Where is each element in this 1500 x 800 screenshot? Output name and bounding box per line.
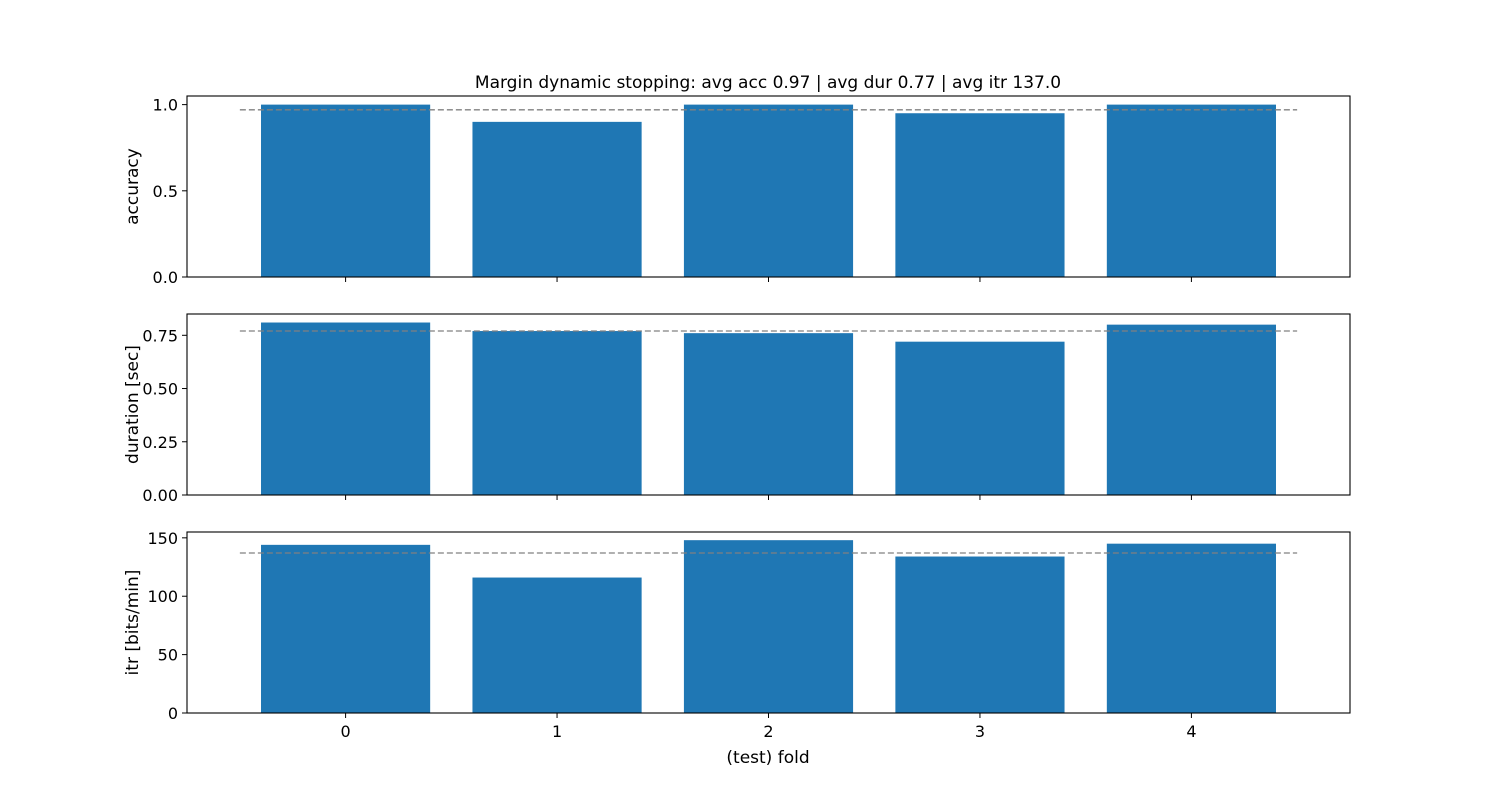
subplot-0: 0.0 0.5 1.0 accuracy (123, 95, 1351, 287)
y-tick-label: 1.0 (153, 96, 178, 115)
subplot-2: 0 50 100 150 itr [bits/min] 0 1 2 3 4 (123, 529, 1351, 741)
x-tick-label: 0 (340, 722, 350, 741)
bar-fold-2 (683, 104, 854, 277)
y-axis-label: accuracy (123, 148, 143, 225)
bar-fold-1 (472, 577, 642, 713)
bar-fold-1 (472, 331, 642, 495)
y-tick-label: 50 (158, 646, 178, 665)
y-tick-label: 0.5 (153, 182, 178, 201)
x-axis-label: (test) fold (726, 748, 809, 768)
x-tick-label: 1 (552, 722, 562, 741)
x-tick-label: 3 (975, 722, 985, 741)
x-tick-label: 2 (763, 722, 773, 741)
y-tick-label: 100 (147, 587, 178, 606)
y-tick-label: 0.75 (142, 326, 178, 345)
bar-fold-2 (683, 333, 854, 495)
y-tick-label: 150 (147, 529, 178, 548)
y-tick-label: 0.00 (142, 486, 178, 505)
y-tick-label: 0 (168, 704, 178, 723)
bar-fold-2 (683, 540, 854, 713)
bar-fold-0 (261, 104, 431, 277)
y-axis-label: duration [sec] (123, 345, 143, 464)
bar-fold-0 (261, 544, 431, 713)
bar-fold-3 (895, 113, 1065, 277)
bar-fold-3 (895, 556, 1065, 713)
x-tick-label: 4 (1186, 722, 1196, 741)
bar-fold-3 (895, 341, 1065, 495)
subplots-container: 0.0 0.5 1.0 accuracy 0.00 0.25 0.50 0.75duratio… (123, 95, 1351, 741)
bar-fold-1 (472, 121, 642, 277)
y-tick-label: 0.50 (142, 380, 178, 399)
chart-title: Margin dynamic stopping: avg acc 0.97 | … (475, 73, 1061, 93)
y-tick-label: 0.0 (153, 268, 178, 287)
y-tick-label: 0.25 (142, 433, 178, 452)
y-axis-label: itr [bits/min] (123, 570, 143, 676)
bar-fold-4 (1106, 543, 1276, 713)
bar-fold-4 (1106, 324, 1276, 495)
bar-fold-0 (261, 322, 431, 495)
bar-fold-4 (1106, 104, 1276, 277)
